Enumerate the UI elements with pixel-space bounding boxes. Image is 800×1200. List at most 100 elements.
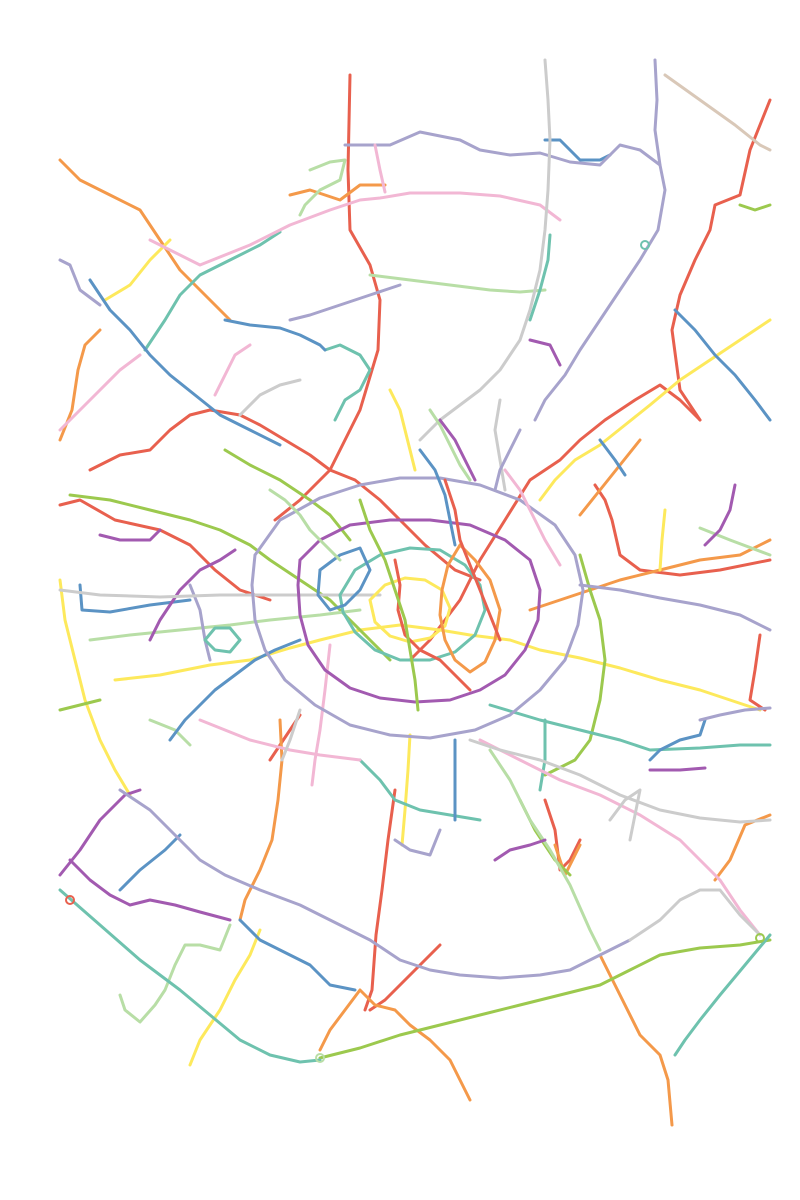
- route-line-teal-42[interactable]: [58, 888, 322, 1064]
- route-line-light_green-41[interactable]: [148, 718, 192, 747]
- inner-route-line-lavender-1[interactable]: [250, 476, 585, 740]
- route-line-pink-84[interactable]: [373, 143, 387, 194]
- route-line-yellow-25[interactable]: [400, 733, 412, 847]
- route-line-orange-18[interactable]: [578, 438, 642, 517]
- route-line-blue-55[interactable]: [168, 638, 302, 742]
- inner-route-line-lavender-16[interactable]: [493, 428, 522, 492]
- route-line-gray-87[interactable]: [468, 738, 772, 824]
- route-line-lavender-72[interactable]: [58, 258, 102, 307]
- route-line-pink-83[interactable]: [310, 643, 332, 787]
- route-line-light_green-37[interactable]: [698, 526, 772, 557]
- route-line-purple-68[interactable]: [648, 766, 707, 772]
- route-line-pink-82[interactable]: [213, 343, 252, 397]
- route-line-light_green-39[interactable]: [298, 158, 347, 217]
- route-line-red-0[interactable]: [273, 73, 382, 522]
- route-line-red-1[interactable]: [670, 98, 772, 422]
- inner-route-line-blue-4[interactable]: [316, 546, 372, 612]
- route-line-red-8[interactable]: [748, 633, 767, 712]
- route-line-orange-16[interactable]: [528, 538, 772, 612]
- inner-route-line-purple-15[interactable]: [438, 418, 477, 482]
- inner-route-line-red-11[interactable]: [443, 478, 502, 642]
- route-line-green-29[interactable]: [68, 493, 392, 662]
- route-terminal-0[interactable]: [65, 895, 75, 905]
- inner-route-line-purple-0[interactable]: [296, 518, 542, 704]
- route-line-blue-50[interactable]: [88, 278, 282, 447]
- route-line-gray-85[interactable]: [418, 58, 552, 442]
- route-line-blue-54[interactable]: [78, 583, 192, 614]
- route-line-pink-79[interactable]: [58, 353, 142, 432]
- route-line-lavender-69[interactable]: [118, 788, 632, 980]
- route-line-green-33[interactable]: [58, 698, 102, 712]
- route-line-yellow-26[interactable]: [103, 238, 172, 302]
- route-line-purple-65[interactable]: [703, 483, 737, 547]
- route-line-gray-91[interactable]: [493, 398, 507, 492]
- route-line-purple-62[interactable]: [68, 858, 232, 922]
- route-line-teal-43[interactable]: [673, 933, 772, 1057]
- route-line-green-30[interactable]: [223, 448, 352, 542]
- route-line-light_green-35[interactable]: [118, 923, 232, 1024]
- route-line-red-3[interactable]: [88, 408, 482, 582]
- route-terminal-2[interactable]: [315, 1053, 325, 1063]
- route-line-yellow-21[interactable]: [188, 928, 262, 1067]
- route-line-gray-89[interactable]: [280, 708, 302, 762]
- route-line-teal-44[interactable]: [143, 230, 282, 352]
- route-line-gray-86[interactable]: [58, 588, 382, 599]
- route-line-teal-45[interactable]: [488, 703, 772, 752]
- route-line-green-28[interactable]: [318, 938, 772, 1060]
- route-line-blue-53[interactable]: [118, 833, 182, 892]
- route-line-purple-67[interactable]: [493, 838, 547, 862]
- route-line-lavender-71[interactable]: [653, 58, 662, 167]
- route-line-red-7[interactable]: [593, 483, 772, 577]
- route-line-lavender-75[interactable]: [393, 828, 442, 857]
- route-line-purple-61[interactable]: [58, 788, 142, 877]
- inner-route-line-pink-8[interactable]: [503, 468, 562, 567]
- inner-route-line-teal-14[interactable]: [203, 626, 242, 654]
- route-line-gray-90[interactable]: [608, 788, 642, 842]
- route-line-green-32[interactable]: [738, 203, 772, 212]
- route-line-red-4[interactable]: [408, 383, 702, 662]
- route-line-lavender-77[interactable]: [698, 706, 772, 722]
- route-line-purple-64[interactable]: [148, 548, 237, 642]
- route-line-yellow-27[interactable]: [658, 508, 667, 572]
- route-line-blue-51[interactable]: [673, 308, 772, 422]
- route-line-green-31[interactable]: [543, 553, 607, 777]
- route-line-pink-80[interactable]: [198, 718, 362, 762]
- route-line-blue-58[interactable]: [223, 318, 327, 352]
- route-line-teal-48[interactable]: [538, 718, 547, 792]
- inner-route-line-light_green-9[interactable]: [268, 488, 342, 562]
- route-line-lavender-73[interactable]: [288, 283, 402, 322]
- route-line-light_green-36[interactable]: [88, 608, 362, 642]
- route-line-pink-78[interactable]: [148, 191, 562, 267]
- route-line-teal-49[interactable]: [323, 343, 372, 422]
- route-terminal-1[interactable]: [755, 933, 765, 943]
- route-line-pink-81[interactable]: [478, 738, 762, 937]
- route-line-teal-46[interactable]: [528, 233, 552, 322]
- inner-route-line-yellow-12[interactable]: [388, 388, 417, 472]
- inner-route-line-yellow-3[interactable]: [368, 576, 452, 644]
- route-line-blue-56[interactable]: [598, 438, 627, 477]
- inner-route-line-orange-5[interactable]: [438, 543, 502, 674]
- route-line-orange-17[interactable]: [288, 183, 387, 202]
- route-line-light_green-40[interactable]: [488, 748, 602, 952]
- route-line-tan-93[interactable]: [663, 73, 772, 152]
- route-line-lavender-70[interactable]: [343, 130, 667, 422]
- route-terminal-3[interactable]: [640, 240, 650, 250]
- route-line-lavender-74[interactable]: [578, 583, 772, 632]
- route-line-yellow-22[interactable]: [58, 578, 132, 797]
- route-line-blue-52[interactable]: [238, 918, 357, 992]
- route-line-purple-66[interactable]: [528, 338, 562, 367]
- route-line-blue-57[interactable]: [543, 138, 612, 162]
- inner-route-line-teal-2[interactable]: [338, 546, 487, 662]
- route-line-red-2[interactable]: [58, 498, 272, 602]
- route-line-gray-92[interactable]: [238, 378, 302, 417]
- route-line-purple-63[interactable]: [98, 528, 162, 542]
- route-line-blue-60[interactable]: [648, 718, 707, 762]
- route-line-orange-14[interactable]: [598, 953, 674, 1127]
- route-line-orange-11[interactable]: [58, 158, 232, 322]
- inner-route-line-light_green-13[interactable]: [428, 408, 472, 482]
- route-line-light_green-38[interactable]: [368, 273, 547, 294]
- route-line-orange-13[interactable]: [318, 988, 472, 1102]
- route-line-gray-88[interactable]: [628, 888, 762, 942]
- route-line-yellow-23[interactable]: [538, 318, 772, 502]
